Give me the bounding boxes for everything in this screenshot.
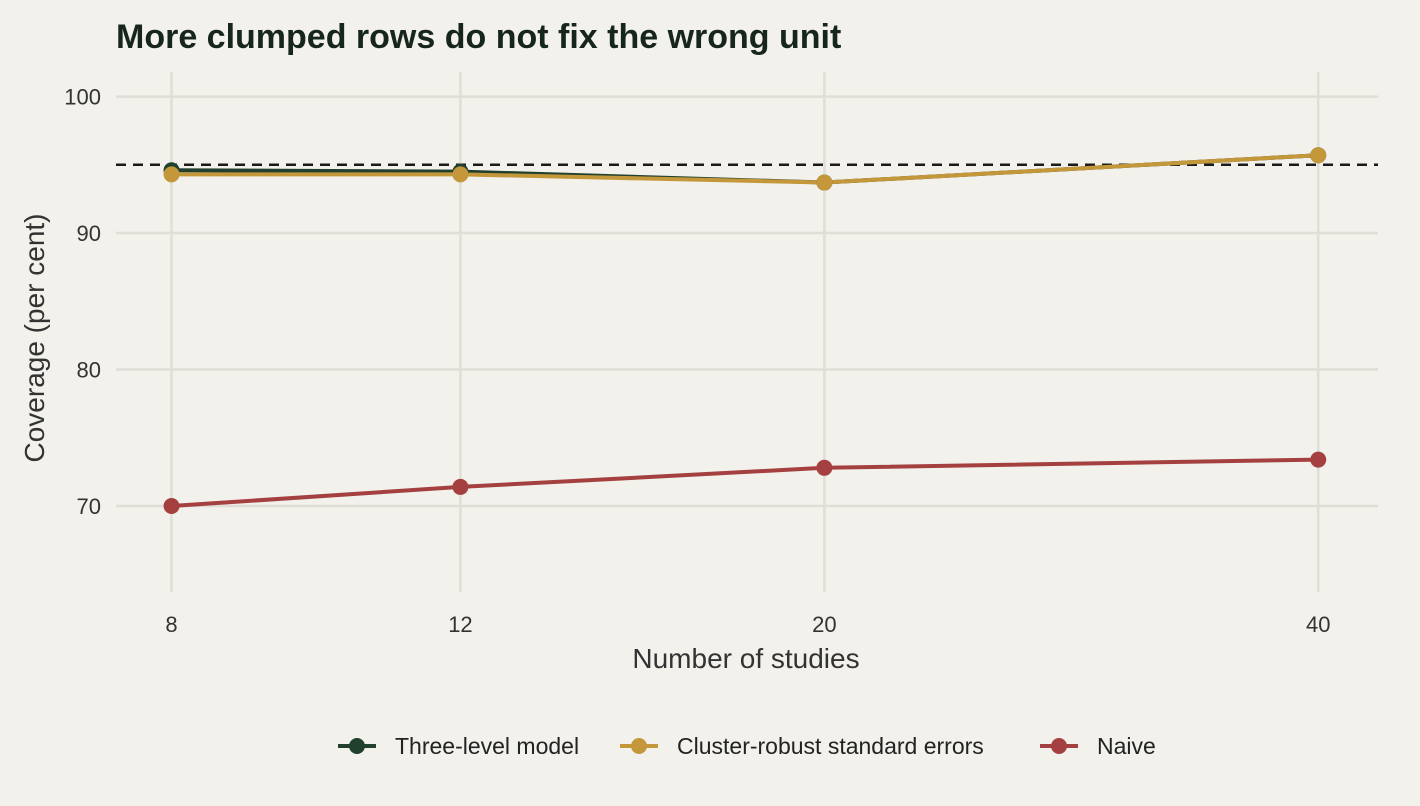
legend-key-point xyxy=(631,738,647,754)
legend-key-point xyxy=(1051,738,1067,754)
data-point xyxy=(1310,147,1327,164)
x-tick-label: 20 xyxy=(812,612,836,637)
y-tick-label: 70 xyxy=(77,494,101,519)
y-axis-title: Coverage (per cent) xyxy=(19,213,50,462)
legend-key-point xyxy=(349,738,365,754)
series-group xyxy=(163,147,1327,515)
data-point xyxy=(816,174,833,191)
legend: Three-level model Cluster-robust standard… xyxy=(338,733,1156,759)
data-point xyxy=(452,166,469,183)
legend-label: Cluster-robust standard errors xyxy=(677,733,984,759)
series-line xyxy=(171,457,1319,509)
grid xyxy=(116,72,1378,592)
legend-label: Three-level model xyxy=(395,733,579,759)
data-point xyxy=(816,459,833,476)
series-line xyxy=(171,153,1319,185)
chart-title: More clumped rows do not fix the wrong u… xyxy=(116,18,841,56)
x-tick-label: 40 xyxy=(1306,612,1330,637)
x-axis-title: Number of studies xyxy=(632,643,859,674)
x-tick-label: 12 xyxy=(448,612,472,637)
series-line xyxy=(171,153,1319,185)
y-tick-label: 80 xyxy=(77,358,101,383)
y-tick-label: 100 xyxy=(64,85,101,110)
data-point xyxy=(163,498,180,515)
data-point xyxy=(163,166,180,183)
x-tick-labels: 8 12 20 40 xyxy=(165,612,1330,637)
x-tick-label: 8 xyxy=(165,612,177,637)
data-point xyxy=(452,478,469,495)
legend-label: Naive xyxy=(1097,733,1156,759)
y-tick-label: 90 xyxy=(77,221,101,246)
y-tick-labels: 70 80 90 100 xyxy=(64,85,101,519)
data-point xyxy=(1310,451,1327,468)
